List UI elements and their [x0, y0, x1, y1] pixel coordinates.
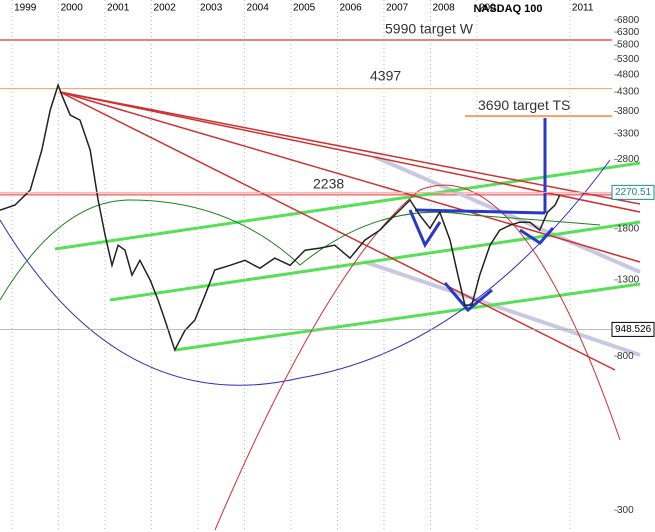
moving-average [0, 199, 601, 301]
trend-line [59, 91, 641, 205]
channel-line [109, 220, 641, 302]
trend-line [59, 91, 641, 263]
trendlines [0, 91, 641, 531]
trend-line [59, 91, 616, 371]
y-tick-label: 800 [617, 351, 634, 362]
x-tick-label: 2005 [293, 3, 316, 14]
price-box [611, 321, 655, 337]
x-tick-label: 2007 [386, 3, 409, 14]
price-label: 2270.51 [615, 187, 652, 198]
y-tick-label: 2800 [617, 154, 640, 165]
price-line [0, 82, 561, 352]
annotation: 2238 [313, 175, 344, 191]
y-tick-label: 1300 [617, 275, 640, 286]
pattern [443, 282, 493, 313]
arc [0, 159, 611, 386]
x-tick-label: 2000 [61, 3, 84, 14]
pattern [519, 227, 555, 245]
arc [214, 184, 621, 531]
x-tick-label: 2004 [247, 3, 270, 14]
y-tick-label: 300 [617, 505, 634, 516]
x-tick-label: 2001 [107, 3, 130, 14]
chart-title: NASDAQ 100 [473, 3, 542, 15]
channel-line [174, 282, 641, 352]
pattern [408, 209, 442, 249]
x-tick-label: 2002 [154, 3, 177, 14]
x-tick-label: 1999 [14, 3, 37, 14]
channel-line [374, 155, 641, 274]
annotation: 3690 target TS [478, 97, 570, 113]
price-box [611, 184, 655, 200]
y-tick-label: 5800 [617, 40, 640, 51]
y-tick-label: 4300 [617, 87, 640, 98]
x-tick-label: 2003 [200, 3, 223, 14]
channel-line [54, 161, 641, 251]
y-tick-label: 6800 [617, 15, 640, 26]
annotation: 5990 target W [385, 21, 474, 37]
x-tick-label: 2011 [572, 3, 594, 14]
neckline [414, 208, 546, 215]
x-tick-label: 2006 [339, 3, 362, 14]
y-tick-label: 3300 [617, 128, 640, 139]
y-tick-label: 3800 [617, 106, 640, 117]
channel-line [364, 260, 641, 357]
price-label: 948.526 [615, 324, 652, 335]
y-tick-label: 6300 [617, 27, 640, 38]
y-tick-label: 1800 [617, 223, 640, 234]
y-tick-label: 5300 [617, 54, 640, 65]
x-tick-label: 200 [479, 3, 496, 14]
x-tick-label: 2008 [432, 3, 455, 14]
annotation: 4397 [370, 67, 401, 83]
y-tick-label: 4800 [617, 69, 640, 80]
